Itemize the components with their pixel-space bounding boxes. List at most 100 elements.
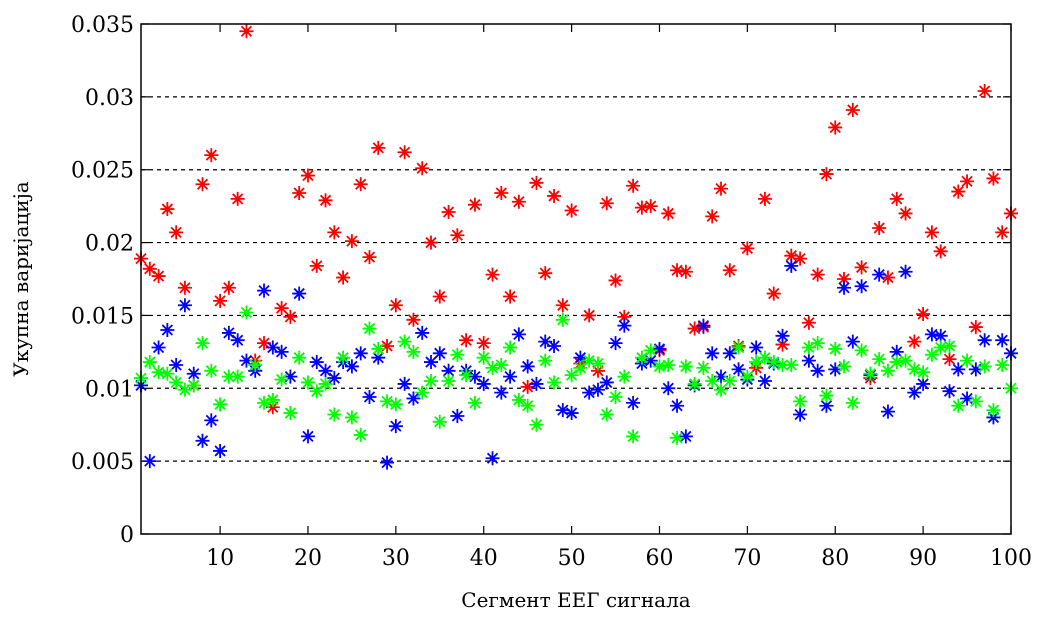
data-point (503, 340, 518, 355)
data-point (854, 260, 869, 275)
data-point (318, 363, 333, 378)
data-point (204, 148, 219, 163)
data-point (819, 398, 834, 413)
data-point (292, 186, 307, 201)
series-3 (134, 305, 1018, 445)
data-point (380, 455, 395, 470)
data-point (626, 395, 641, 410)
data-point (371, 341, 386, 356)
data-point (801, 315, 816, 330)
data-point (441, 363, 456, 378)
data-point (740, 369, 755, 384)
data-point (151, 340, 166, 355)
data-point (274, 301, 289, 316)
data-point (599, 375, 614, 390)
data-point (590, 382, 605, 397)
y-tick-label: 0.035 (71, 13, 134, 38)
data-point (485, 451, 500, 466)
data-point (670, 430, 685, 445)
data-point (300, 429, 315, 444)
data-point (380, 394, 395, 409)
x-tick-label: 90 (909, 546, 937, 571)
data-point (169, 357, 184, 372)
data-point (696, 360, 711, 375)
data-point (415, 161, 430, 176)
data-point (837, 359, 852, 374)
data-point (538, 266, 553, 281)
data-point (177, 280, 192, 295)
data-point (459, 368, 474, 383)
data-point (362, 250, 377, 265)
data-point (828, 120, 843, 135)
data-point (424, 374, 438, 388)
data-point (318, 193, 333, 208)
data-point (538, 334, 553, 349)
data-point (854, 343, 869, 358)
data-point (573, 350, 588, 365)
data-point (714, 369, 728, 384)
data-point (520, 359, 535, 374)
data-point (467, 197, 482, 212)
data-point (353, 177, 368, 192)
data-point (898, 264, 913, 279)
data-point (336, 270, 351, 285)
data-point (968, 394, 983, 409)
data-point (300, 375, 315, 390)
data-point (564, 368, 579, 383)
y-tick-label: 0 (120, 523, 134, 548)
data-point (670, 398, 685, 413)
data-point (450, 408, 465, 423)
data-point (151, 269, 166, 284)
data-point (239, 24, 254, 39)
data-point (169, 375, 184, 390)
data-point (880, 270, 895, 285)
data-point (986, 410, 1001, 425)
x-tick-label: 10 (206, 546, 234, 571)
data-point (221, 369, 236, 384)
data-point (388, 419, 403, 434)
data-point (283, 369, 298, 384)
data-point (880, 363, 895, 378)
data-point (160, 323, 175, 337)
x-tick-label: 70 (733, 546, 761, 571)
data-point (722, 346, 737, 361)
data-point (151, 365, 166, 380)
y-tick-label: 0.01 (85, 377, 134, 402)
series-1 (134, 24, 1018, 415)
data-point (520, 398, 535, 413)
data-point (845, 102, 860, 117)
data-point (951, 184, 966, 199)
data-point (511, 194, 526, 209)
data-markers (134, 24, 1018, 470)
data-point (221, 280, 236, 295)
data-point (160, 202, 175, 217)
data-point (265, 400, 280, 415)
data-point (590, 356, 605, 371)
data-point (327, 371, 342, 386)
data-point (942, 339, 957, 354)
data-point (582, 308, 597, 323)
data-point (564, 203, 579, 218)
data-point (960, 391, 975, 406)
data-point (371, 350, 386, 365)
data-point (529, 376, 544, 391)
data-point (801, 353, 816, 368)
x-tick-label: 50 (558, 546, 586, 571)
data-point (784, 357, 799, 372)
data-point (678, 429, 693, 444)
data-point (872, 221, 887, 235)
data-point (239, 353, 254, 368)
x-tick-label: 40 (470, 546, 498, 571)
data-point (213, 443, 228, 458)
data-point (608, 273, 623, 288)
data-point (432, 414, 447, 429)
data-point (265, 340, 280, 355)
data-point (177, 298, 192, 313)
data-point (582, 385, 597, 400)
data-point (195, 177, 210, 192)
data-point (538, 353, 553, 368)
data-point (353, 427, 368, 442)
data-point (810, 363, 825, 378)
data-point (432, 289, 447, 304)
data-point (722, 263, 737, 278)
